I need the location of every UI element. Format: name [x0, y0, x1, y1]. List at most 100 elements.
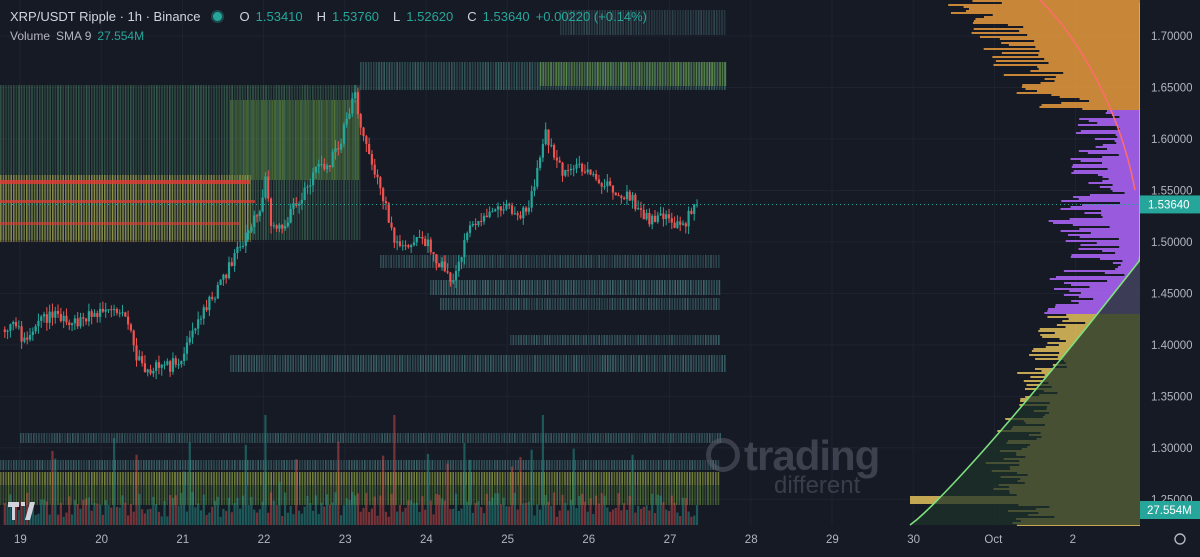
- heatmap-cell: [114, 85, 116, 240]
- candle: [634, 194, 637, 210]
- heatmap-cell: [479, 62, 482, 90]
- price-axis[interactable]: 1.700001.650001.600001.550001.500001.450…: [1140, 0, 1200, 552]
- heatmap-cell: [285, 433, 287, 443]
- heatmap-cell: [642, 472, 644, 505]
- heatmap-cell: [67, 85, 70, 240]
- heatmap-cell: [703, 62, 705, 90]
- heatmap-cell: [711, 433, 714, 443]
- time-tick-label: 2: [1070, 534, 1076, 546]
- volume-bar: [174, 495, 177, 525]
- heatmap-cell: [297, 100, 300, 180]
- heatmap-cell: [106, 472, 109, 505]
- heatmap-cell: [2, 472, 5, 485]
- volume-bar: [354, 495, 357, 525]
- heatmap-cell: [155, 433, 157, 443]
- heatmap-cell: [450, 298, 452, 310]
- heatmap-cell: [210, 85, 213, 240]
- heatmap-cell: [305, 100, 307, 180]
- heatmap-cell: [596, 355, 599, 372]
- settings-gear-icon[interactable]: [1174, 533, 1186, 545]
- heatmap-cell: [49, 472, 51, 485]
- heatmap-cell: [654, 62, 656, 86]
- heatmap-cell: [566, 472, 569, 485]
- volume-bar: [617, 493, 620, 525]
- heatmap-cell: [544, 280, 546, 295]
- time-tick-label: 27: [664, 534, 677, 546]
- heatmap-cell: [166, 85, 168, 240]
- heatmap-cell: [132, 85, 135, 240]
- heatmap-cell: [505, 298, 507, 310]
- heatmap-cell: [584, 433, 586, 443]
- heatmap-cell: [625, 62, 628, 86]
- heatmap-cell: [640, 355, 643, 372]
- heatmap-cell: [718, 280, 721, 295]
- heatmap-cell: [397, 472, 400, 485]
- heatmap-cell: [215, 472, 218, 485]
- heatmap-cell: [708, 280, 710, 295]
- heatmap-cell: [570, 10, 572, 35]
- volume-label[interactable]: Volume: [10, 29, 51, 43]
- heatmap-cell: [575, 335, 577, 345]
- heatmap-cell: [332, 472, 335, 505]
- heatmap-cell: [417, 355, 419, 372]
- heatmap-cell: [673, 472, 675, 505]
- heatmap-cell: [596, 280, 598, 295]
- heatmap-cell: [602, 62, 604, 86]
- heatmap-cell: [484, 280, 487, 295]
- heatmap-cell: [681, 472, 683, 505]
- heatmap-cell: [522, 472, 525, 505]
- heatmap-cell: [49, 460, 51, 470]
- candle: [513, 213, 516, 215]
- heatmap-cell: [205, 472, 207, 485]
- heatmap-cell: [182, 460, 184, 470]
- volume-bar: [390, 493, 393, 525]
- heatmap-cell: [38, 433, 40, 443]
- heatmap-cell: [654, 433, 656, 443]
- heatmap-cell: [405, 460, 408, 470]
- heatmap-cell: [648, 355, 651, 372]
- heatmap-cell: [586, 280, 588, 295]
- heatmap-cell: [507, 255, 509, 268]
- volume-bar: [138, 493, 141, 525]
- heatmap-cell: [208, 175, 210, 242]
- heatmap-cell: [462, 472, 465, 485]
- heatmap-cell: [465, 255, 468, 268]
- heatmap-cell: [468, 255, 470, 268]
- heatmap-cell: [130, 472, 132, 485]
- heatmap-cell: [651, 280, 653, 295]
- profile-bar: [1120, 264, 1140, 266]
- heatmap-cell: [148, 85, 150, 240]
- volume-bar: [491, 497, 494, 525]
- heatmap-cell: [489, 280, 492, 295]
- heatmap-cell: [695, 10, 697, 35]
- heatmap-cell: [588, 255, 590, 268]
- candle: [368, 143, 371, 155]
- heatmap-cell: [426, 255, 429, 268]
- heatmap-cell: [39, 460, 41, 470]
- volume-bar: [600, 493, 603, 525]
- volume-bar: [418, 511, 421, 525]
- heatmap-cell: [628, 62, 630, 86]
- heatmap-cell: [716, 280, 718, 295]
- heatmap-cell: [521, 280, 523, 295]
- heatmap-cell: [696, 62, 698, 86]
- heatmap-cell: [510, 62, 513, 90]
- heatmap-cell: [607, 433, 610, 443]
- heatmap-cell: [33, 85, 36, 240]
- heatmap-cell: [679, 298, 681, 310]
- heatmap-cell: [131, 433, 134, 443]
- tradingview-logo-icon[interactable]: [8, 502, 36, 520]
- heatmap-cell: [508, 280, 510, 295]
- candle: [48, 311, 51, 323]
- symbol-title[interactable]: XRP/USDT Ripple · 1h · Binance: [10, 9, 201, 24]
- heatmap-cell: [326, 433, 329, 443]
- heatmap-cell: [275, 472, 278, 505]
- profile-bar: [1047, 316, 1140, 318]
- time-axis[interactable]: 19 20 21 22 23 24 25 26 27 28 29 30 Oct 2: [0, 527, 1200, 552]
- heatmap-cell: [518, 298, 520, 310]
- heatmap-cell: [399, 433, 402, 443]
- heatmap-cell: [215, 460, 218, 470]
- heatmap-cell: [536, 280, 539, 295]
